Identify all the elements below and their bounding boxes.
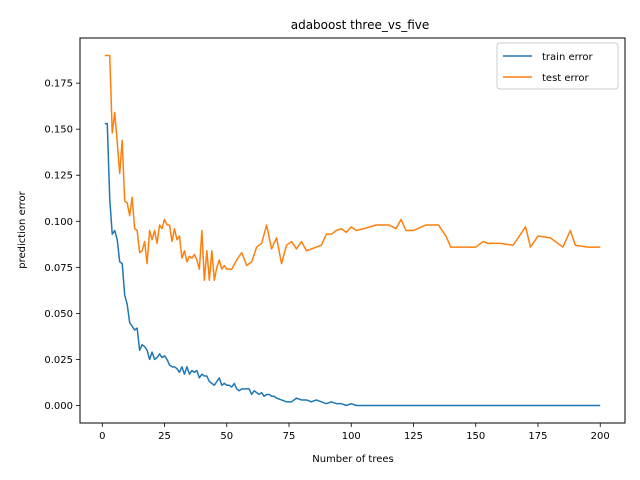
plot-frame [79,37,626,424]
x-axis-ticks: 0 25 50 75 100 125 150 175 200 [99,423,610,442]
train-error-line [104,122,601,407]
x-tick-label: 150 [466,431,485,442]
x-tick-label: 75 [283,431,296,442]
x-tick-label: 0 [99,431,105,442]
legend-label-test-error: test error [542,73,589,84]
legend: train error test error [496,42,619,90]
series-layer [104,54,601,407]
y-axis-ticks: 0.000 0.025 0.050 0.075 0.100 0.125 0.150 0.175 [44,79,80,412]
y-tick-label: 0.150 [44,125,73,136]
x-tick-label: 200 [591,431,610,442]
y-tick-label: 0.175 [44,79,73,90]
y-tick-label: 0.100 [44,217,73,228]
x-tick-label: 100 [342,431,361,442]
y-tick-label: 0.025 [44,355,73,366]
y-tick-label: 0.000 [44,401,73,412]
x-axis-label: Number of trees [312,454,394,465]
y-tick-label: 0.075 [44,263,73,274]
y-tick-label: 0.125 [44,171,73,182]
y-tick-label: 0.050 [44,309,73,320]
x-tick-label: 50 [220,431,233,442]
y-axis-label: prediction error [17,190,28,268]
x-tick-label: 125 [404,431,423,442]
legend-label-train-error: train error [542,52,594,63]
chart-title: adaboost three_vs_five [291,18,430,32]
x-tick-label: 25 [158,431,171,442]
x-tick-label: 175 [528,431,547,442]
test-error-line [104,54,601,281]
